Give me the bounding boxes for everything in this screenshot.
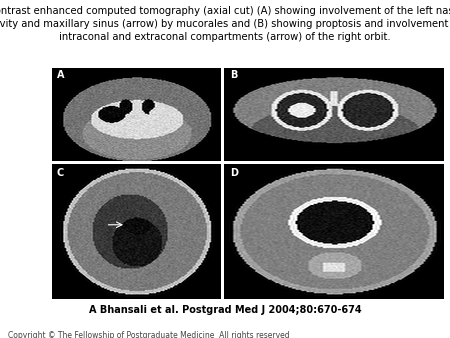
Text: D: D [230,168,238,178]
Text: Contrast enhanced computed tomography (axial cut) (A) showing involvement of the: Contrast enhanced computed tomography (a… [0,6,450,42]
Text: A Bhansali et al. Postgrad Med J 2004;80:670-674: A Bhansali et al. Postgrad Med J 2004;80… [89,305,361,315]
Text: PMJ: PMJ [399,316,430,331]
Text: Copyright © The Fellowship of Postgraduate Medicine  All rights reserved: Copyright © The Fellowship of Postgradua… [8,331,290,338]
Text: B: B [230,70,238,80]
Text: C: C [57,168,64,178]
Text: A: A [57,70,64,80]
